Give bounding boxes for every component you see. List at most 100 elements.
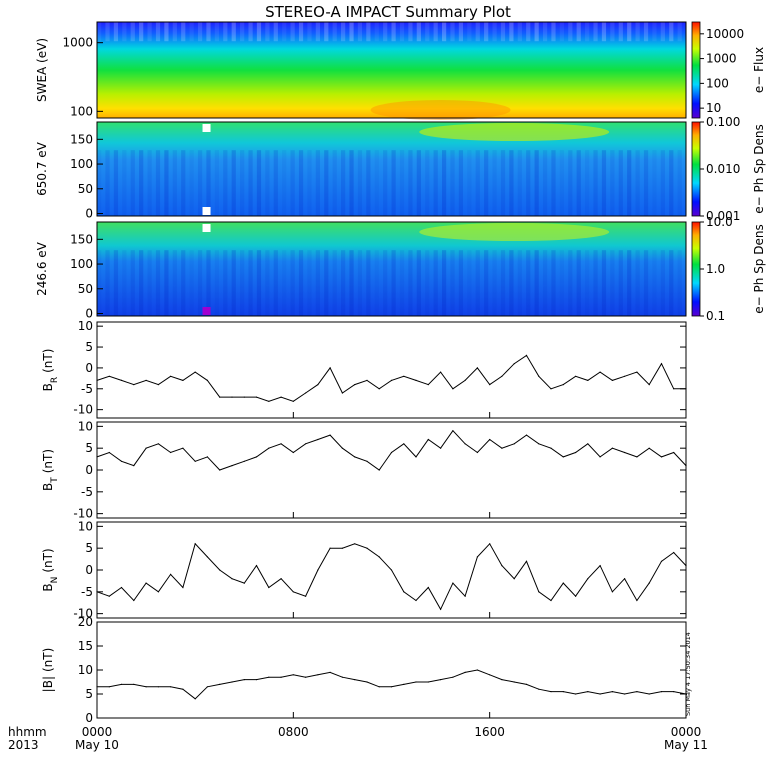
field-point — [366, 379, 368, 381]
y-axis-label: SWEA (eV) — [35, 38, 49, 102]
colorbar-label: e− Ph Sp Dens — [752, 224, 766, 313]
spectrogram-texture — [189, 250, 194, 316]
field-point — [354, 679, 356, 681]
spectrogram-texture — [383, 150, 388, 216]
field-point — [464, 379, 466, 381]
spectrogram-texture — [660, 250, 665, 316]
field-point — [194, 543, 196, 545]
colorbar — [691, 121, 701, 217]
field-point — [390, 686, 393, 688]
field-point — [243, 582, 245, 584]
spectrogram-texture — [197, 250, 203, 316]
spectrogram-texture — [618, 250, 623, 316]
spectrogram-texture — [139, 150, 144, 216]
spectrogram-texture — [223, 22, 228, 42]
spectrogram-texture — [643, 150, 649, 216]
spectrogram-texture — [97, 22, 102, 42]
spectrogram-texture — [206, 150, 211, 216]
field-point — [219, 469, 221, 471]
panel-frame — [96, 21, 687, 119]
field-point — [157, 443, 159, 445]
field-point — [624, 578, 626, 580]
field-point — [427, 384, 429, 386]
spectrogram-texture — [256, 150, 262, 216]
colorbar-tick-label: 10 — [706, 101, 721, 115]
field-point — [525, 434, 528, 436]
field-point — [354, 384, 356, 386]
field-point — [317, 438, 319, 441]
spectrogram-texture — [105, 150, 110, 216]
spectrogram-texture — [677, 22, 682, 42]
spectrogram-texture — [164, 22, 169, 42]
y-tick-label: 0 — [85, 307, 93, 321]
spectrogram-texture — [357, 150, 363, 216]
field-point — [525, 354, 528, 356]
spectrogram-texture — [618, 22, 623, 42]
spectrogram-texture — [147, 22, 152, 42]
field-point — [636, 456, 638, 458]
spectrogram-texture — [433, 250, 438, 316]
spectrogram-texture — [500, 250, 506, 316]
field-point — [489, 543, 491, 545]
field-point — [427, 586, 429, 589]
spectrogram-texture — [383, 250, 388, 316]
field-point — [243, 396, 245, 398]
spectrogram-texture — [517, 150, 522, 216]
field-point — [562, 691, 564, 693]
field-point — [157, 384, 159, 386]
spectrogram-texture — [265, 22, 270, 42]
field-point — [624, 451, 626, 454]
field-point — [268, 586, 270, 589]
field-point — [415, 456, 417, 458]
data-gap — [202, 224, 211, 232]
field-point — [120, 379, 123, 381]
y-tick-label: 10 — [78, 419, 93, 433]
spectrogram-texture — [534, 250, 539, 316]
field-point — [145, 379, 147, 381]
spectrogram-texture — [627, 250, 632, 316]
spectrogram-texture — [610, 150, 615, 216]
spectrogram-texture — [677, 250, 682, 316]
field-point — [648, 582, 650, 584]
colorbar-tick-label: 0.001 — [706, 209, 740, 223]
field-point — [305, 392, 307, 394]
y-tick-label: 0 — [85, 361, 93, 375]
field-point — [219, 683, 221, 686]
field-point — [280, 396, 282, 398]
y-label-unit: (nT) — [41, 548, 55, 572]
field-point — [550, 691, 552, 693]
y-tick-label: 0 — [85, 563, 93, 577]
field-point — [513, 681, 515, 683]
y-label-subscript: R — [50, 377, 60, 383]
field-point — [587, 691, 589, 693]
colorbar-tick-label: 10.0 — [706, 215, 733, 229]
y-tick-label: 100 — [70, 104, 93, 118]
field-panel-2: -10 -5 0 5 10 BT (nT) — [41, 419, 687, 521]
spectrogram-texture — [425, 250, 430, 316]
field-point — [194, 698, 196, 700]
field-point — [206, 379, 208, 381]
field-point — [575, 451, 577, 454]
y-tick-label: 5 — [85, 687, 93, 701]
spectrogram-texture — [660, 150, 665, 216]
data-gap — [202, 124, 211, 132]
field-point — [268, 447, 270, 449]
spectrogram-texture — [534, 22, 539, 42]
field-point — [599, 565, 601, 567]
field-point — [525, 683, 528, 686]
field-point — [636, 371, 638, 373]
spectrogram-texture — [585, 250, 590, 316]
spectrogram-texture — [181, 22, 186, 42]
spectrogram-texture — [231, 250, 236, 316]
y-tick-label: 50 — [78, 282, 93, 296]
y-tick-label: -10 — [73, 607, 93, 621]
y-axis-label: 246.6 eV — [35, 241, 49, 296]
field-point — [206, 686, 208, 688]
spectrogram-texture — [315, 250, 320, 316]
field-point — [280, 443, 282, 445]
spectrogram-texture — [669, 150, 674, 216]
spectrogram-texture — [324, 250, 329, 316]
spectrogram-texture — [172, 250, 177, 316]
spectrogram-texture — [307, 150, 312, 216]
